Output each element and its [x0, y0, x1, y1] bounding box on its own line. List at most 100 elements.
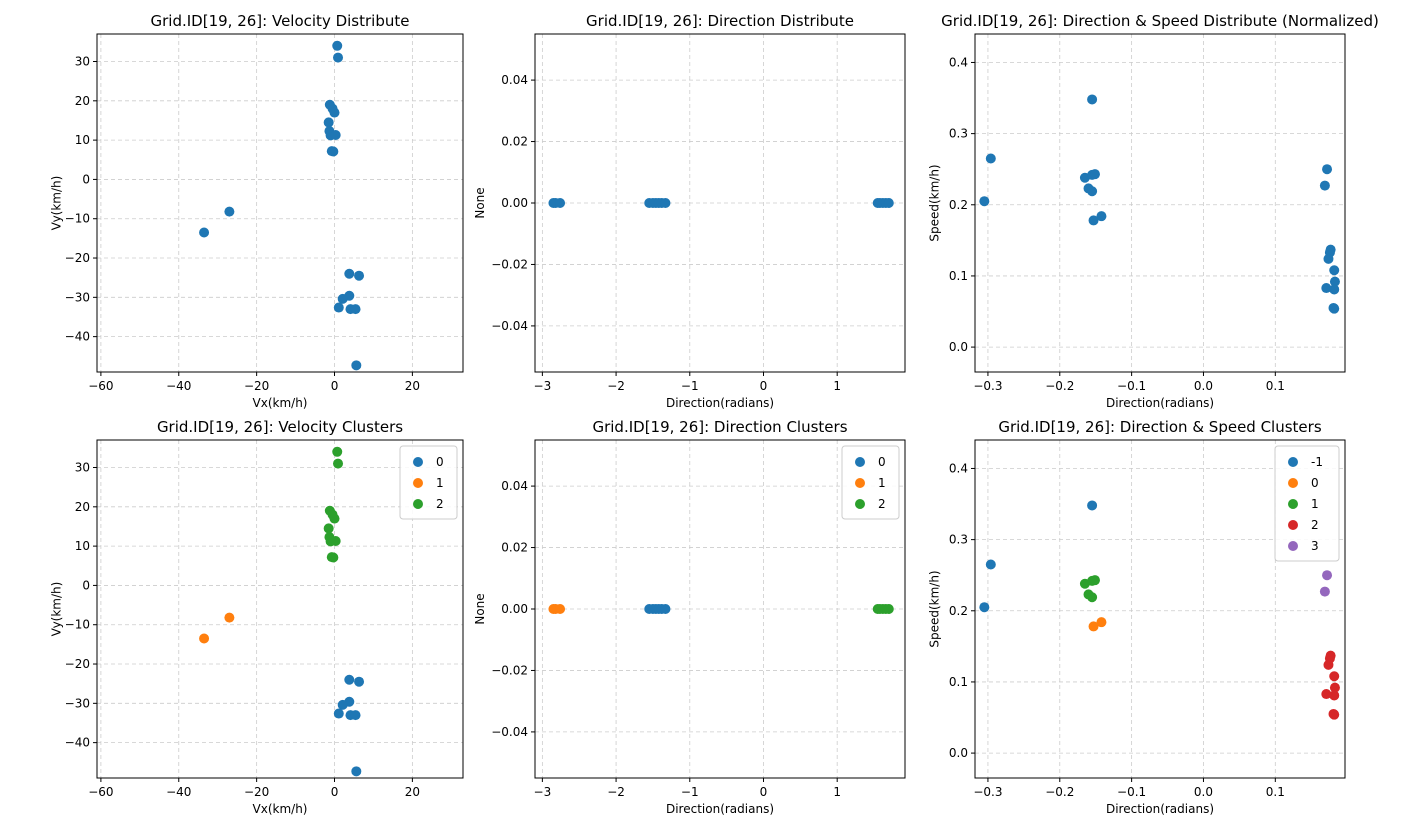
y-tick-label: 0.1 [949, 269, 968, 283]
data-point [1321, 689, 1332, 700]
plot-frame [974, 33, 1346, 373]
legend-marker [413, 478, 423, 488]
legend-marker [1288, 541, 1298, 551]
legend-label: 0 [436, 455, 444, 469]
x-tick-label: −2 [607, 785, 625, 799]
x-tick-label: 0 [760, 379, 768, 393]
y-tick-label: −0.02 [491, 663, 528, 677]
data-point [332, 446, 343, 457]
data-point [985, 153, 996, 164]
data-point [1329, 690, 1340, 701]
legend-label: 2 [1311, 518, 1319, 532]
data-point [199, 633, 210, 644]
data-point [333, 52, 344, 63]
y-tick-label: 0.04 [501, 479, 528, 493]
data-point [1096, 617, 1107, 628]
y-tick-label: 10 [75, 133, 90, 147]
x-tick-label: −1 [681, 785, 699, 799]
x-axis-label: Direction(radians) [666, 802, 774, 816]
x-tick-label: −2 [607, 379, 625, 393]
y-tick-label: 0.3 [949, 127, 968, 141]
data-point [883, 198, 894, 208]
data-point [1319, 180, 1330, 191]
data-point [344, 674, 355, 685]
y-axis-label: None [473, 593, 487, 624]
data-point [329, 107, 340, 118]
y-tick-label: 0.00 [501, 196, 528, 210]
x-tick-label: −0.1 [1117, 785, 1146, 799]
chart-panel-0: −60 −40 −20 0 20 −40 −30 −20 −10 0 10 20 30 Grid.ID[1… [49, 12, 464, 410]
legend: 0 1 2 [841, 445, 900, 520]
y-axis-label: Vy(km/h) [49, 176, 63, 231]
chart-panel-1: −3 −2 −1 0 1 −0.04 −0.02 0.00 0.02 0.04 Grid.ID[19… [473, 12, 906, 410]
data-point [1329, 303, 1340, 314]
data-point [1323, 253, 1334, 264]
legend-marker [1288, 478, 1298, 488]
data-point [1319, 586, 1330, 597]
data-point [328, 552, 339, 563]
data-point [1322, 570, 1333, 581]
data-point [351, 360, 362, 371]
x-axis-label: Vx(km/h) [253, 802, 308, 816]
legend-box [399, 445, 458, 520]
y-tick-label: −40 [65, 330, 90, 344]
data-point [1089, 575, 1100, 586]
y-tick-label: −30 [65, 290, 90, 304]
data-point [1323, 659, 1334, 670]
legend-marker [413, 499, 423, 509]
data-point [1088, 215, 1099, 226]
y-axis-label: Vy(km/h) [49, 582, 63, 637]
x-tick-label: 0.0 [1194, 785, 1213, 799]
data-point [1329, 709, 1340, 720]
x-tick-label: 0.1 [1266, 379, 1285, 393]
x-tick-label: −60 [88, 379, 113, 393]
x-tick-label: 0.0 [1194, 379, 1213, 393]
y-tick-label: −10 [65, 618, 90, 632]
data-point [883, 604, 894, 614]
data-point [224, 206, 235, 217]
legend-marker [855, 499, 865, 509]
y-tick-label: 0.04 [501, 73, 528, 87]
data-point [555, 198, 566, 208]
legend-label: -1 [1311, 455, 1323, 469]
legend: 0 1 2 [399, 445, 458, 520]
legend-marker [413, 457, 423, 467]
x-tick-label: 0 [760, 785, 768, 799]
data-point [332, 40, 343, 51]
y-axis-label: None [473, 187, 487, 218]
x-tick-label: −3 [534, 379, 552, 393]
plot-frame [96, 33, 464, 373]
data-point [1329, 682, 1340, 693]
plot-frame [96, 439, 464, 779]
x-axis-label: Direction(radians) [1106, 802, 1214, 816]
legend-label: 1 [436, 476, 444, 490]
x-tick-label: 20 [405, 785, 420, 799]
legend-box [841, 445, 900, 520]
y-axis-label: Speed(km/h) [927, 570, 941, 647]
x-tick-label: 20 [405, 379, 420, 393]
data-point [1089, 169, 1100, 180]
data-point [333, 302, 344, 313]
legend-label: 0 [878, 455, 886, 469]
y-tick-label: −10 [65, 212, 90, 226]
chart-title: Grid.ID[19, 26]: Direction & Speed Distr… [941, 12, 1379, 30]
data-point [329, 513, 340, 524]
plot-frame [974, 439, 1346, 779]
y-tick-label: 0.1 [949, 675, 968, 689]
data-point [1087, 186, 1098, 197]
data-point [555, 604, 566, 614]
y-axis-label: Speed(km/h) [927, 164, 941, 241]
data-point [328, 146, 339, 157]
data-point [979, 196, 990, 207]
y-tick-label: 20 [75, 94, 90, 108]
y-tick-label: 0.2 [949, 604, 968, 618]
data-point [350, 710, 361, 721]
y-tick-label: 0.3 [949, 533, 968, 547]
y-tick-label: 20 [75, 500, 90, 514]
data-point [1087, 592, 1098, 603]
legend-marker [1288, 499, 1298, 509]
data-point [1087, 94, 1098, 105]
data-point [1322, 164, 1333, 175]
data-point [199, 227, 210, 238]
